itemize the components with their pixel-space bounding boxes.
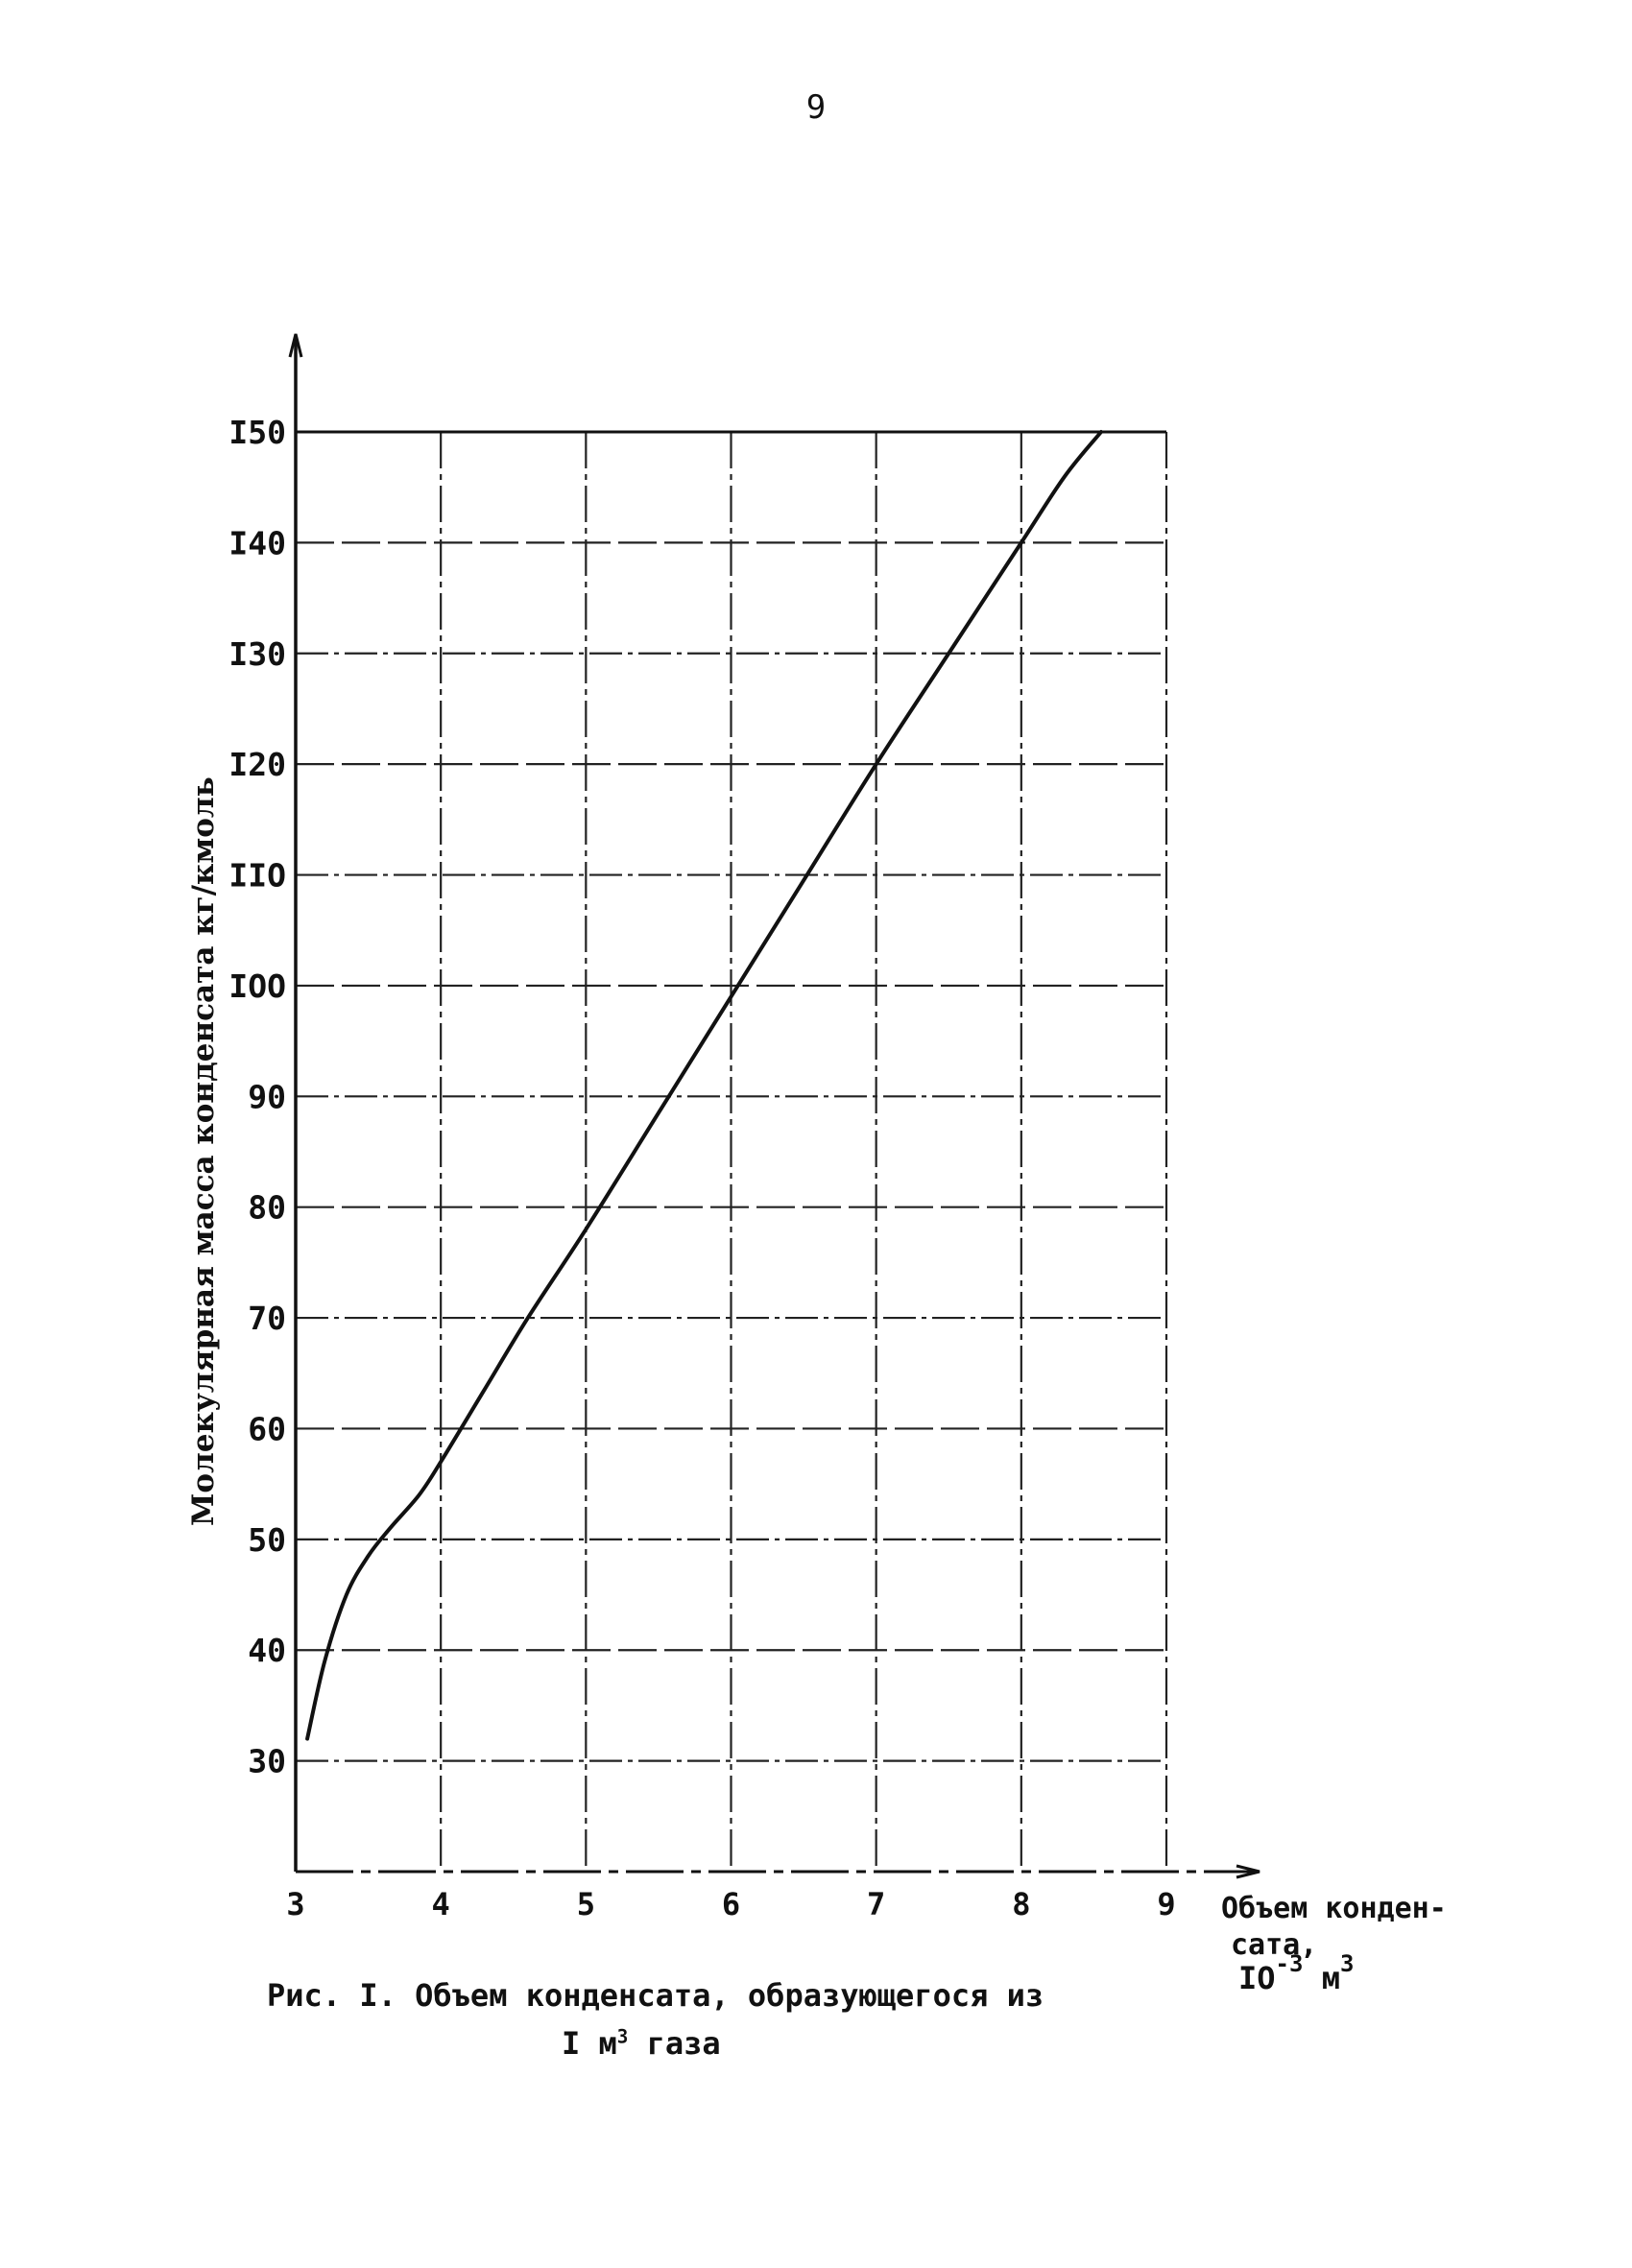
y-tick-label-I50: I50 (228, 414, 286, 451)
y-tick-label-60: 60 (248, 1410, 286, 1447)
y-tick-label-40: 40 (248, 1632, 286, 1669)
y-tick-label-I20: I20 (228, 746, 286, 783)
x-tick-label-6: 6 (722, 1886, 740, 1922)
series-line-0 (305, 430, 1103, 1741)
tick-labels: 3 4 5 6 7 8 9 30 40 50 60 70 80 90 IOO IIO I20 I30 I40 I50 (228, 414, 1175, 1922)
figure-caption-line1: Рис. I. Объем конденсата, образующегося … (267, 1977, 1044, 2014)
y-axis-arrow (288, 333, 303, 358)
series (305, 430, 1103, 1741)
caption-line2-prefix: I м (562, 2025, 617, 2062)
x-tick-label-4: 4 (432, 1886, 450, 1922)
caption-line2-suffix: газа (628, 2025, 721, 2062)
x-tick-label-7: 7 (867, 1886, 885, 1922)
y-axis-label: Молекулярная масса конденсата кг/кмоль (186, 776, 221, 1526)
x-axis-label-line1: Объем конден- (1221, 1892, 1447, 1925)
x-axis-label-line2: сата, (1231, 1928, 1317, 1962)
x-tick-label-5: 5 (577, 1886, 595, 1922)
x-axis-unit-exp: -3 (1276, 1950, 1304, 1977)
x-axis-unit-m: м (1303, 1960, 1340, 1996)
y-tick-label-IOO: IOO (228, 967, 286, 1005)
x-axis-unit-base: IO (1238, 1960, 1276, 1996)
y-tick-label-90: 90 (248, 1078, 286, 1115)
x-tick-label-9: 9 (1157, 1886, 1175, 1922)
y-tick-label-70: 70 (248, 1300, 286, 1337)
x-tick-label-8: 8 (1012, 1886, 1030, 1922)
y-tick-label-80: 80 (248, 1189, 286, 1227)
y-tick-label-50: 50 (248, 1521, 286, 1559)
y-tick-label-IIO: IIO (228, 857, 286, 895)
axes (288, 333, 1260, 1879)
x-axis-unit-m-exp: 3 (1340, 1950, 1354, 1977)
page-number: 9 (805, 88, 827, 127)
grid (296, 430, 1168, 1872)
x-tick-label-3: 3 (286, 1886, 304, 1922)
x-axis-arrow (1236, 1864, 1260, 1879)
figure-caption-line2: I м3 газа (562, 2025, 721, 2062)
y-tick-label-30: 30 (248, 1743, 286, 1780)
y-tick-label-I30: I30 (228, 635, 286, 673)
x-axis-unit: IO-3 м3 (1238, 1950, 1354, 1996)
y-tick-label-I40: I40 (228, 524, 286, 561)
caption-line2-sup: 3 (616, 2025, 629, 2048)
